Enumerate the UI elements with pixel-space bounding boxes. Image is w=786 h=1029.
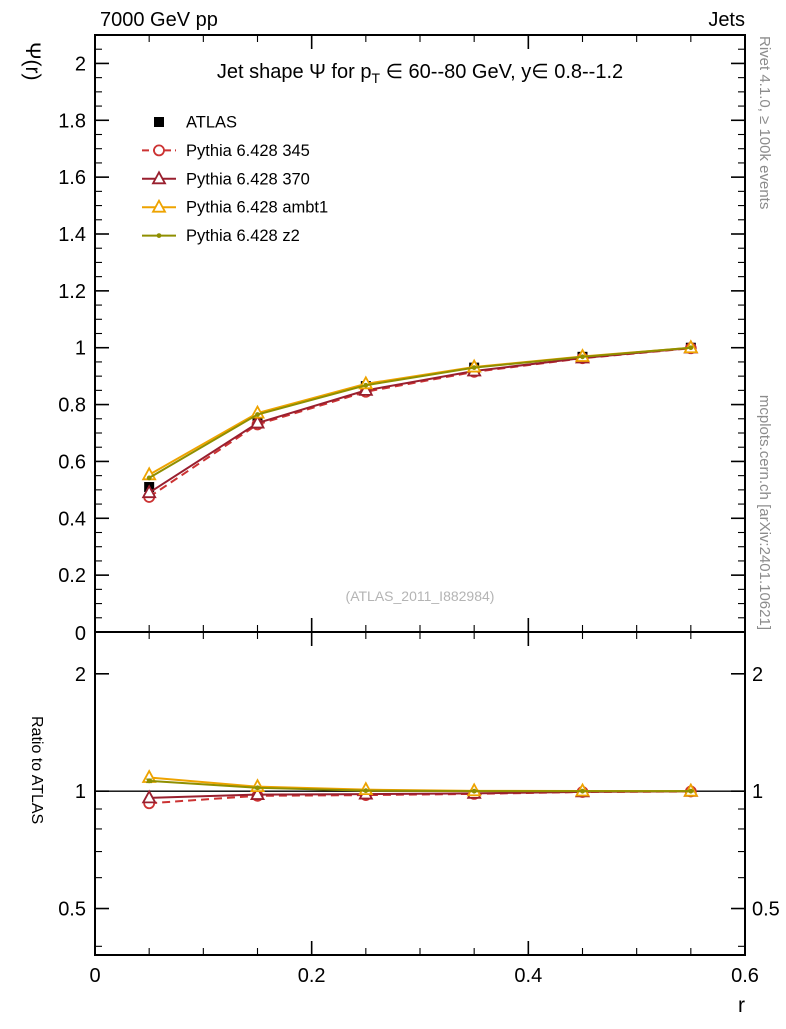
tick-label: 2 — [752, 664, 763, 686]
tick-label: 0.5 — [58, 899, 86, 921]
tick-label: 1.8 — [58, 110, 86, 132]
tick-label: 1.4 — [58, 224, 86, 246]
tick-label: 1 — [752, 781, 763, 803]
series-atlas — [144, 342, 696, 493]
plot-title: Jet shape Ψ for pT ∈ 60--80 GeV, y∈ 0.8-… — [217, 61, 623, 86]
tick-label: 0.5 — [752, 899, 780, 921]
y-axis-label-main: Ψ(r) — [21, 42, 44, 81]
axis-ticks — [94, 35, 746, 955]
series-pythia-6-428-370 — [141, 339, 699, 804]
series-pythia-6-428-ambt1 — [141, 339, 699, 797]
tick-label: 0.4 — [514, 965, 542, 987]
x-axis-label: r — [738, 994, 745, 1017]
legend-item-pythia-6-428-370: Pythia 6.428 370 — [142, 170, 310, 188]
legend-label-atlas: ATLAS — [186, 114, 237, 132]
tick-label: 0 — [89, 965, 100, 987]
legend-item-pythia-6-428-ambt1: Pythia 6.428 ambt1 — [142, 199, 328, 217]
y-axis-label-ratio: Ratio to ATLAS — [28, 716, 45, 824]
analysis-group-label: Jets — [708, 9, 745, 31]
analysis-id-watermark: (ATLAS_2011_I882984) — [346, 588, 495, 604]
tick-label: 1 — [75, 781, 86, 803]
tick-label: 0.6 — [731, 965, 759, 987]
beam-energy-label: 7000 GeV pp — [100, 9, 218, 31]
tick-label: 0.2 — [298, 965, 326, 987]
mcplots-credit-label: mcplots.cern.ch [arXiv:2401.10621] — [756, 395, 773, 630]
tick-label: 1.2 — [58, 281, 86, 303]
tick-label: 2 — [75, 53, 86, 75]
data-series-layer — [141, 339, 699, 810]
tick-label: 2 — [75, 664, 86, 686]
legend-item-atlas: ATLAS — [154, 114, 237, 132]
legend-label-pythia-6-428-z2: Pythia 6.428 z2 — [186, 227, 300, 245]
tick-label: 1.6 — [58, 167, 86, 189]
plot-text-layer: 7000 GeV pp Jets Jet shape Ψ for pT ∈ 60… — [21, 9, 780, 1017]
tick-label: 0 — [75, 623, 86, 645]
tick-label: 0.6 — [58, 451, 86, 473]
tick-label: 0.2 — [58, 565, 86, 587]
legend-item-pythia-6-428-z2: Pythia 6.428 z2 — [142, 227, 300, 245]
legend: ATLAS Pythia 6.428 345 Pythia 6.428 370 Pyt… — [142, 114, 328, 245]
series-pythia-6-428-z2 — [146, 345, 694, 794]
legend-label-pythia-6-428-370: Pythia 6.428 370 — [186, 170, 310, 188]
tick-label: 1 — [75, 338, 86, 360]
legend-item-pythia-6-428-345: Pythia 6.428 345 — [142, 142, 310, 160]
tick-label: 0.8 — [58, 395, 86, 417]
series-pythia-6-428-345 — [143, 342, 697, 810]
legend-label-pythia-6-428-345: Pythia 6.428 345 — [186, 142, 310, 160]
rivet-version-label: Rivet 4.1.0, ≥ 100k events — [756, 36, 773, 209]
tick-label: 0.4 — [58, 508, 86, 530]
legend-label-pythia-6-428-ambt1: Pythia 6.428 ambt1 — [186, 199, 328, 217]
